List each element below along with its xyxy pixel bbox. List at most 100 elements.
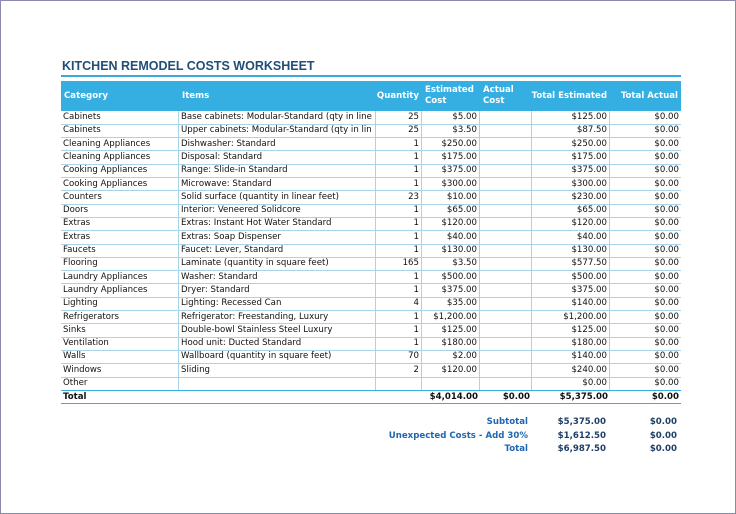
table-cell: Washer: Standard <box>179 270 376 285</box>
table-cell: 1 <box>376 283 422 298</box>
table-cell: $240.00 <box>532 363 610 378</box>
header-band <box>61 81 681 111</box>
table-cell: 1 <box>376 310 422 325</box>
table-cell: Extras <box>61 217 179 232</box>
table-cell: 4 <box>376 297 422 312</box>
table-cell: $125.00 <box>532 323 610 338</box>
table-cell: Upper cabinets: Modular-Standard (qty in… <box>179 124 376 139</box>
table-cell: 1 <box>376 270 422 285</box>
table-cell: Cleaning Appliances <box>61 137 179 152</box>
table-cell: Cabinets <box>61 111 179 125</box>
table-cell: $0.00 <box>532 377 610 391</box>
column-header: Total Actual <box>620 90 678 101</box>
table-cell: $130.00 <box>532 244 610 258</box>
table-cell: $120.00 <box>422 363 480 378</box>
table-cell: 1 <box>376 244 422 258</box>
table-cell: $0.00 <box>610 178 681 192</box>
table-cell <box>480 124 532 139</box>
column-header: Category <box>64 90 108 101</box>
table-cell: $180.00 <box>422 337 480 351</box>
table-cell <box>480 111 532 125</box>
table-cell: Cleaning Appliances <box>61 150 179 165</box>
table-cell: Laundry Appliances <box>61 283 179 298</box>
table-cell: Extras: Instant Hot Water Standard <box>179 217 376 232</box>
table-cell: $375.00 <box>532 283 610 298</box>
table-cell: $300.00 <box>422 177 480 192</box>
table-cell: $65.00 <box>422 204 480 218</box>
table-cell <box>480 164 532 179</box>
table-cell: Flooring <box>61 257 179 272</box>
table-cell: Double-bowl Stainless Steel Luxury <box>179 323 376 338</box>
table-cell: Cabinets <box>61 124 179 139</box>
table-cell: Wallboard (quantity in square feet) <box>179 350 376 365</box>
table-cell: 1 <box>376 177 422 192</box>
table-cell: Dishwasher: Standard <box>179 137 376 152</box>
table-cell: Walls <box>61 350 179 365</box>
table-cell: $175.00 <box>422 150 480 165</box>
total-cell: Total <box>61 390 179 404</box>
table-cell: 1 <box>376 164 422 179</box>
table-cell <box>480 283 532 298</box>
table-cell <box>480 190 532 205</box>
table-cell: Lighting <box>61 297 179 312</box>
table-cell: 1 <box>376 204 422 218</box>
total-cell <box>376 390 422 404</box>
table-cell: $0.00 <box>610 271 681 285</box>
table-cell: 2 <box>376 363 422 378</box>
column-header: Estimated Cost <box>425 85 474 106</box>
table-cell: $5.00 <box>422 111 480 125</box>
total-cell <box>179 390 376 404</box>
table-cell: $0.00 <box>610 311 681 325</box>
total-cell: $0.00 <box>480 390 532 404</box>
table-cell: Doors <box>61 204 179 218</box>
table-cell <box>179 377 376 391</box>
table-cell: Hood unit: Ducted Standard <box>179 337 376 351</box>
table-cell: $0.00 <box>610 257 681 272</box>
table-cell: $0.00 <box>610 377 681 391</box>
table-cell: $87.50 <box>532 124 610 139</box>
table-cell <box>480 323 532 338</box>
column-header: Quantity <box>376 90 419 101</box>
table-cell <box>376 377 422 391</box>
table-cell: $230.00 <box>532 190 610 205</box>
table-cell: $1,200.00 <box>532 310 610 325</box>
table-cell: $0.00 <box>610 164 681 179</box>
table-cell: $0.00 <box>610 244 681 258</box>
table-cell: $40.00 <box>422 230 480 245</box>
table-cell: $180.00 <box>532 337 610 351</box>
table-cell: Cooking Appliances <box>61 177 179 192</box>
table-cell <box>480 377 532 391</box>
table-cell: Microwave: Standard <box>179 177 376 192</box>
summary-label: Subtotal <box>486 417 528 427</box>
table-cell: 1 <box>376 137 422 152</box>
table-cell: $40.00 <box>532 230 610 245</box>
table-cell: $375.00 <box>422 283 480 298</box>
table-cell: $0.00 <box>610 337 681 351</box>
table-cell: Counters <box>61 190 179 205</box>
table-cell: Faucet: Lever, Standard <box>179 244 376 258</box>
table-cell <box>480 257 532 272</box>
table-cell: Sinks <box>61 323 179 338</box>
table-cell <box>480 177 532 192</box>
table-cell: Range: Slide-in Standard <box>179 164 376 179</box>
table-cell: $120.00 <box>422 217 480 232</box>
table-cell <box>480 297 532 312</box>
worksheet-title: KITCHEN REMODEL COSTS WORKSHEET <box>62 59 315 73</box>
table-cell: Other <box>61 377 179 391</box>
table-cell: $0.00 <box>610 138 681 152</box>
table-cell: $3.50 <box>422 124 480 139</box>
table-cell: 1 <box>376 150 422 165</box>
table-cell: $0.00 <box>610 111 681 125</box>
table-cell: Ventilation <box>61 337 179 351</box>
table-cell: $2.00 <box>422 350 480 365</box>
table-cell: 1 <box>376 230 422 245</box>
table-cell: 165 <box>376 257 422 272</box>
table-cell: $125.00 <box>532 111 610 125</box>
table-cell <box>480 270 532 285</box>
table-cell: Disposal: Standard <box>179 150 376 165</box>
table-cell <box>480 363 532 378</box>
table-cell: $35.00 <box>422 297 480 312</box>
table-cell: Interior: Veneered Solidcore <box>179 204 376 218</box>
total-cell: $0.00 <box>610 390 681 404</box>
table-cell: $375.00 <box>422 164 480 179</box>
